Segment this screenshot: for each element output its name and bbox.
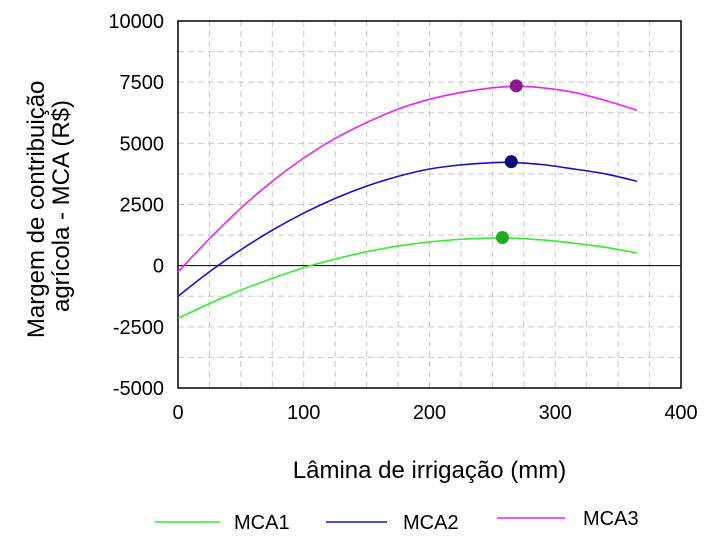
x-tick-label: 200 bbox=[413, 402, 446, 424]
series-line-mca3 bbox=[177, 85, 638, 273]
x-tick-label: 300 bbox=[539, 402, 572, 424]
legend-label-mca1: MCA1 bbox=[234, 512, 290, 534]
plot-frame bbox=[177, 20, 682, 389]
y-tick-label: 10000 bbox=[108, 11, 164, 33]
x-tick-label: 100 bbox=[287, 402, 320, 424]
legend: MCA1 MCA2 MCA3 bbox=[155, 508, 639, 534]
max-markers bbox=[495, 79, 523, 245]
y-tick-label: 5000 bbox=[120, 133, 165, 155]
series-lines bbox=[177, 85, 638, 319]
series-line-mca2 bbox=[177, 161, 638, 297]
x-tick-label: 400 bbox=[664, 402, 697, 424]
x-axis-title: Lâmina de irrigação (mm) bbox=[293, 457, 566, 484]
x-tick-labels: 0 100 200 300 400 bbox=[172, 402, 697, 424]
y-tick-label: -5000 bbox=[113, 378, 164, 400]
y-axis-title: Margem de contribuição agrícola - MCA (R… bbox=[23, 74, 75, 338]
legend-label-mca2: MCA2 bbox=[403, 512, 459, 534]
y-tick-label: 0 bbox=[153, 256, 164, 278]
y-tick-label: 7500 bbox=[120, 72, 165, 94]
y-axis-title-line-1: Margem de contribuição bbox=[23, 81, 50, 338]
legend-label-mca3: MCA3 bbox=[583, 508, 639, 530]
series-line-mca1 bbox=[177, 237, 638, 319]
y-tick-label: 2500 bbox=[120, 195, 165, 217]
grid-lines bbox=[178, 21, 681, 388]
max-marker-mca1 bbox=[495, 231, 509, 245]
x-tick-label: 0 bbox=[172, 402, 183, 424]
max-marker-mca2 bbox=[504, 155, 518, 169]
y-tick-label: -2500 bbox=[113, 317, 164, 339]
y-axis-title-line-2: agrícola - MCA (R$) bbox=[48, 100, 75, 312]
max-marker-mca3 bbox=[509, 79, 523, 93]
y-tick-labels: -5000 -2500 0 2500 5000 7500 10000 bbox=[108, 11, 164, 400]
